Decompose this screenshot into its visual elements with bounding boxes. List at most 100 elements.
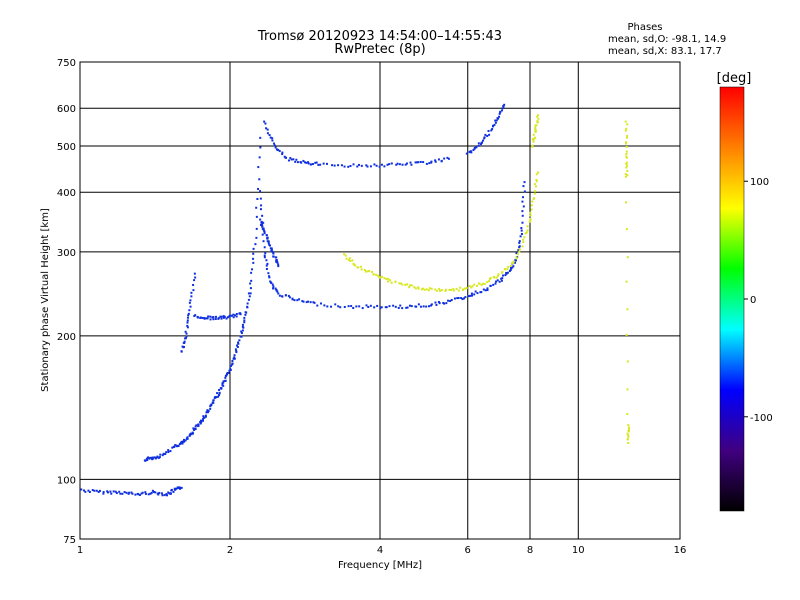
data-point (626, 360, 629, 363)
data-point (627, 435, 630, 438)
data-point (489, 277, 492, 280)
data-point (625, 201, 628, 204)
data-point (254, 243, 257, 246)
data-point (484, 133, 487, 136)
data-point (447, 157, 450, 160)
data-point (199, 316, 202, 319)
data-point (272, 252, 275, 255)
data-point (244, 313, 247, 316)
data-point (239, 312, 242, 315)
data-point (526, 225, 529, 228)
data-point (476, 292, 479, 295)
data-point (523, 190, 526, 193)
chart-title: Tromsø 20120923 14:54:00–14:55:43 (257, 29, 502, 44)
data-point (390, 162, 393, 165)
data-point (226, 372, 229, 375)
data-point (87, 489, 90, 492)
data-point (186, 437, 189, 440)
data-point (417, 287, 420, 290)
data-point (134, 493, 137, 496)
data-point (171, 446, 174, 449)
data-point (263, 230, 266, 233)
data-point (190, 291, 193, 294)
data-point (128, 491, 131, 494)
data-point (165, 494, 168, 497)
data-point (255, 215, 258, 218)
data-point (450, 299, 453, 302)
data-point (488, 133, 491, 136)
data-point (267, 240, 270, 243)
x-tick-label: 6 (465, 545, 471, 556)
data-point (157, 493, 160, 496)
data-point (486, 281, 489, 284)
data-point (497, 274, 500, 277)
data-point (277, 292, 280, 295)
data-point (293, 299, 296, 302)
data-point (240, 330, 243, 333)
data-point (138, 494, 141, 497)
data-point (252, 257, 255, 260)
data-point (409, 161, 412, 164)
data-point (264, 122, 267, 125)
data-point (263, 120, 266, 123)
data-point (627, 426, 630, 429)
data-point (294, 160, 297, 163)
data-point (465, 152, 468, 155)
data-point (375, 273, 378, 276)
data-point (470, 286, 473, 289)
data-point (272, 255, 275, 258)
data-point (255, 236, 258, 239)
data-point (624, 120, 627, 123)
data-point (521, 214, 524, 217)
data-point (422, 305, 425, 308)
data-point (240, 332, 243, 335)
data-point (469, 150, 472, 153)
data-point (239, 313, 242, 316)
data-point (344, 254, 347, 257)
data-point (314, 161, 317, 164)
data-point (425, 305, 428, 308)
y-tick-label: 200 (57, 332, 76, 343)
data-point (501, 277, 504, 280)
data-point (199, 422, 202, 425)
data-point (303, 161, 306, 164)
data-point (480, 291, 483, 294)
data-point (515, 256, 518, 259)
data-point (352, 306, 355, 309)
data-point (265, 127, 268, 130)
data-point (471, 294, 474, 297)
data-point (521, 210, 524, 213)
y-tick-label: 600 (57, 104, 76, 115)
data-point (305, 161, 308, 164)
data-point (410, 163, 413, 166)
data-point (452, 288, 455, 291)
data-point (626, 169, 629, 172)
data-point (357, 266, 360, 269)
data-point (348, 257, 351, 260)
data-point (302, 300, 305, 303)
data-point (489, 284, 492, 287)
data-point (270, 281, 273, 284)
data-point (518, 240, 521, 243)
data-point (144, 491, 147, 494)
y-tick-label: 75 (63, 535, 76, 546)
data-point (189, 299, 192, 302)
data-point (625, 150, 628, 153)
data-point (235, 312, 238, 315)
data-point (151, 457, 154, 460)
data-point (240, 335, 243, 338)
data-point (531, 138, 534, 141)
data-point (174, 488, 177, 491)
data-point (97, 490, 100, 493)
data-point (360, 164, 363, 167)
data-point (357, 163, 360, 166)
data-point (246, 305, 249, 308)
data-point (492, 283, 495, 286)
data-point (398, 282, 401, 285)
data-point (214, 395, 217, 398)
data-point (477, 144, 480, 147)
data-point (241, 325, 244, 328)
data-point (438, 302, 441, 305)
data-point (363, 269, 366, 272)
data-point (354, 264, 357, 267)
